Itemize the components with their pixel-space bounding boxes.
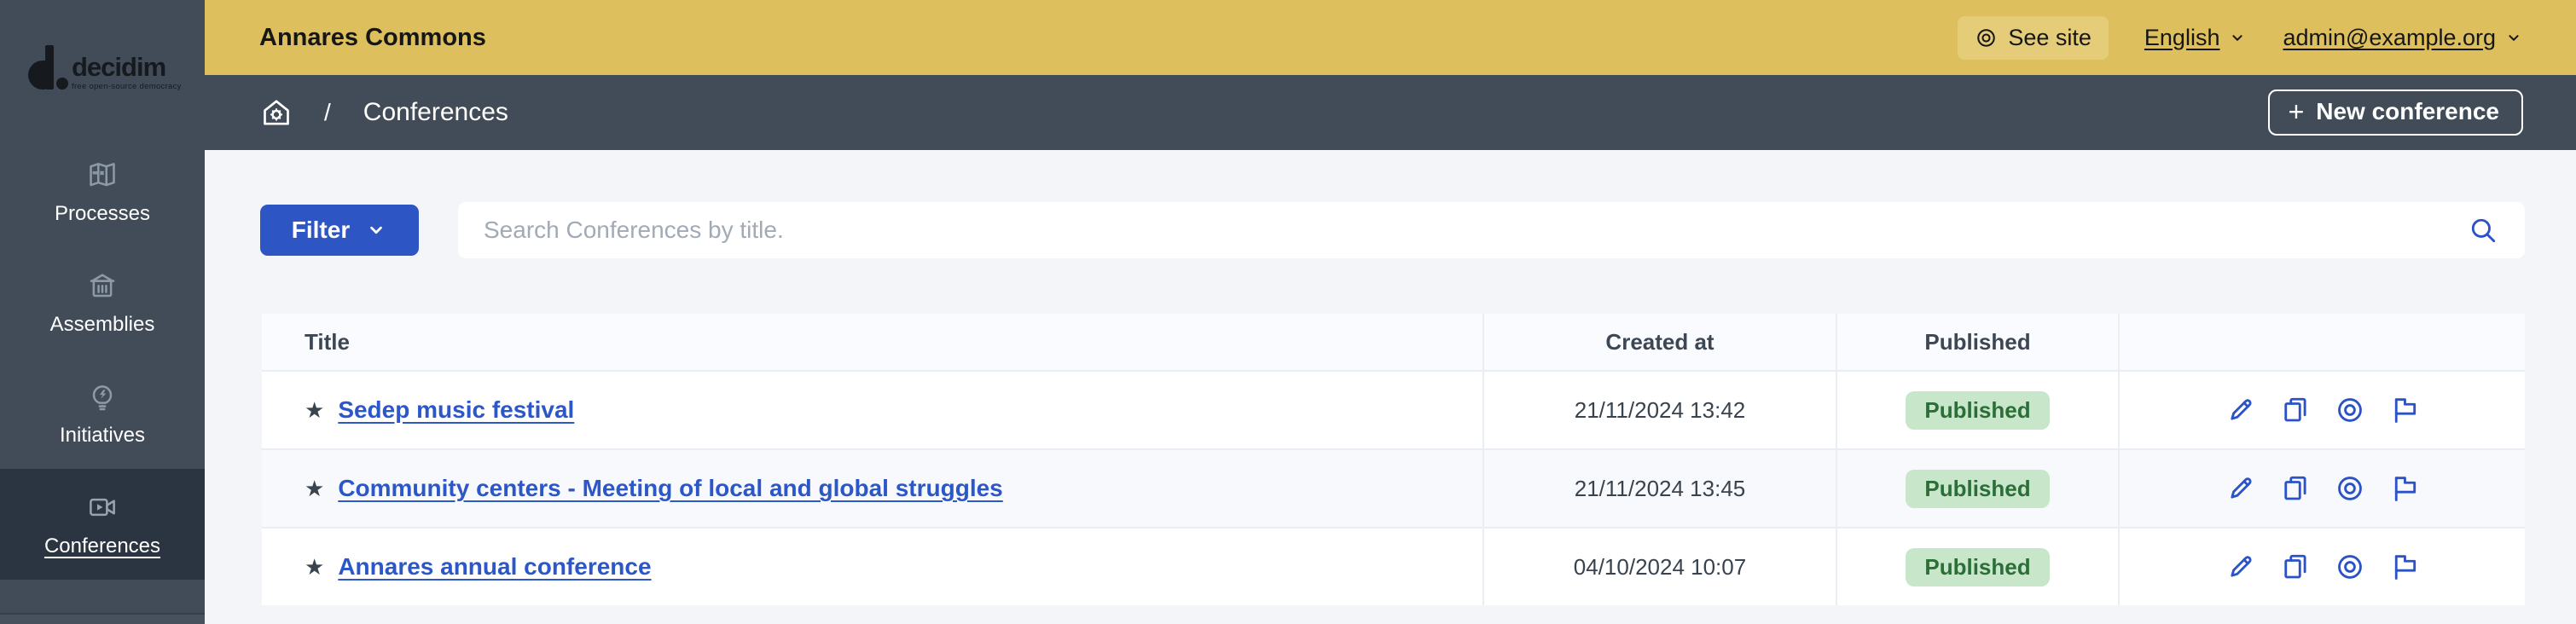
decidim-logo[interactable]: decidim free open-source democracy	[28, 45, 182, 91]
star-icon: ★	[305, 396, 325, 423]
table-row: ★ Annares annual conference 04/10/2024 1…	[262, 527, 2525, 605]
topbar: Annares Commons See site English admin@e…	[205, 0, 2576, 75]
preview-icon[interactable]	[2335, 552, 2365, 582]
sidebar-item-label: Initiatives	[59, 424, 146, 447]
sidebar-item-label: Processes	[54, 202, 151, 225]
brand-tagline: free open-source democracy	[72, 82, 182, 91]
new-conference-button[interactable]: + New conference	[2267, 90, 2523, 136]
organization-title: Annares Commons	[259, 23, 486, 51]
preview-icon[interactable]	[2335, 473, 2365, 504]
created-at-value: 21/11/2024 13:45	[1574, 475, 1746, 501]
see-site-eye-icon	[1977, 28, 1996, 47]
status-badge: Published	[1906, 390, 2050, 430]
flag-icon[interactable]	[2389, 395, 2420, 425]
search-icon[interactable]	[2469, 216, 2498, 245]
table-header-row: Title Created at Published	[262, 314, 2525, 370]
sidebar-item-label: Assemblies	[49, 313, 155, 336]
header-published: Published	[1836, 314, 2118, 370]
sidebar-section-divider	[0, 613, 205, 624]
status-badge: Published	[1906, 469, 2050, 508]
header-actions	[2118, 314, 2525, 370]
see-site-label: See site	[2008, 24, 2092, 50]
created-at-value: 21/11/2024 13:42	[1574, 396, 1746, 423]
table-row: ★ Community centers - Meeting of local a…	[262, 448, 2525, 527]
header-title: Title	[305, 328, 350, 355]
sidebar-item-conferences[interactable]: Conferences	[0, 469, 205, 580]
conference-title-link[interactable]: Community centers - Meeting of local and…	[338, 475, 1003, 501]
account-label: admin@example.org	[2283, 24, 2496, 50]
decidim-logo-glyph	[28, 45, 69, 91]
chevron-down-icon	[2232, 35, 2243, 41]
table-row: ★ Sedep music festival 21/11/2024 13:42 …	[262, 370, 2525, 448]
plus-icon: +	[2288, 96, 2305, 127]
created-at-value: 04/10/2024 10:07	[1573, 553, 1747, 580]
sidebar-nav: Processes Assemblies Initia	[0, 136, 205, 580]
chevron-down-icon	[2509, 35, 2519, 41]
government-building-icon	[85, 269, 119, 303]
duplicate-icon[interactable]	[2280, 395, 2311, 425]
sidebar-item-assemblies[interactable]: Assemblies	[0, 247, 205, 358]
breadcrumb-bar: / Conferences + New conference	[205, 75, 2576, 150]
breadcrumb-separator: /	[324, 99, 331, 125]
search-box	[458, 202, 2525, 258]
admin-home-icon[interactable]	[261, 97, 292, 128]
header-created-at: Created at	[1482, 314, 1836, 370]
language-dropdown[interactable]: English	[2144, 25, 2248, 51]
breadcrumb-current[interactable]: Conferences	[363, 98, 508, 126]
brand-name: decidim	[72, 52, 166, 82]
account-dropdown[interactable]: admin@example.org	[2283, 25, 2523, 51]
see-site-button[interactable]: See site	[1958, 15, 2109, 60]
preview-icon[interactable]	[2335, 395, 2365, 425]
duplicate-icon[interactable]	[2280, 473, 2311, 504]
status-badge: Published	[1906, 547, 2050, 586]
new-conference-label: New conference	[2316, 98, 2499, 124]
admin-sidebar: decidim free open-source democracy Proce…	[0, 0, 205, 624]
flag-icon[interactable]	[2389, 552, 2420, 582]
language-label: English	[2144, 24, 2220, 50]
sidebar-item-processes[interactable]: Processes	[0, 136, 205, 247]
star-icon: ★	[305, 475, 325, 501]
chevron-down-icon	[370, 226, 383, 234]
conferences-table: Title Created at Published ★ Sedep music…	[262, 314, 2525, 605]
filter-button[interactable]: Filter	[260, 205, 419, 256]
conference-title-link[interactable]: Sedep music festival	[338, 396, 575, 423]
video-camera-icon	[85, 490, 119, 524]
conference-title-link[interactable]: Annares annual conference	[338, 553, 652, 580]
flag-icon[interactable]	[2389, 473, 2420, 504]
edit-icon[interactable]	[2225, 395, 2256, 425]
sidebar-item-label: Conferences	[44, 534, 161, 558]
edit-icon[interactable]	[2225, 473, 2256, 504]
lightbulb-flash-icon	[85, 379, 119, 413]
filter-label: Filter	[291, 217, 351, 243]
treasure-map-icon	[85, 158, 119, 192]
sidebar-item-initiatives[interactable]: Initiatives	[0, 358, 205, 469]
star-icon: ★	[305, 553, 325, 580]
edit-icon[interactable]	[2225, 552, 2256, 582]
main-content: Filter Title Created at Published ★ Sede…	[205, 150, 2576, 624]
duplicate-icon[interactable]	[2280, 552, 2311, 582]
search-input[interactable]	[458, 217, 2469, 244]
